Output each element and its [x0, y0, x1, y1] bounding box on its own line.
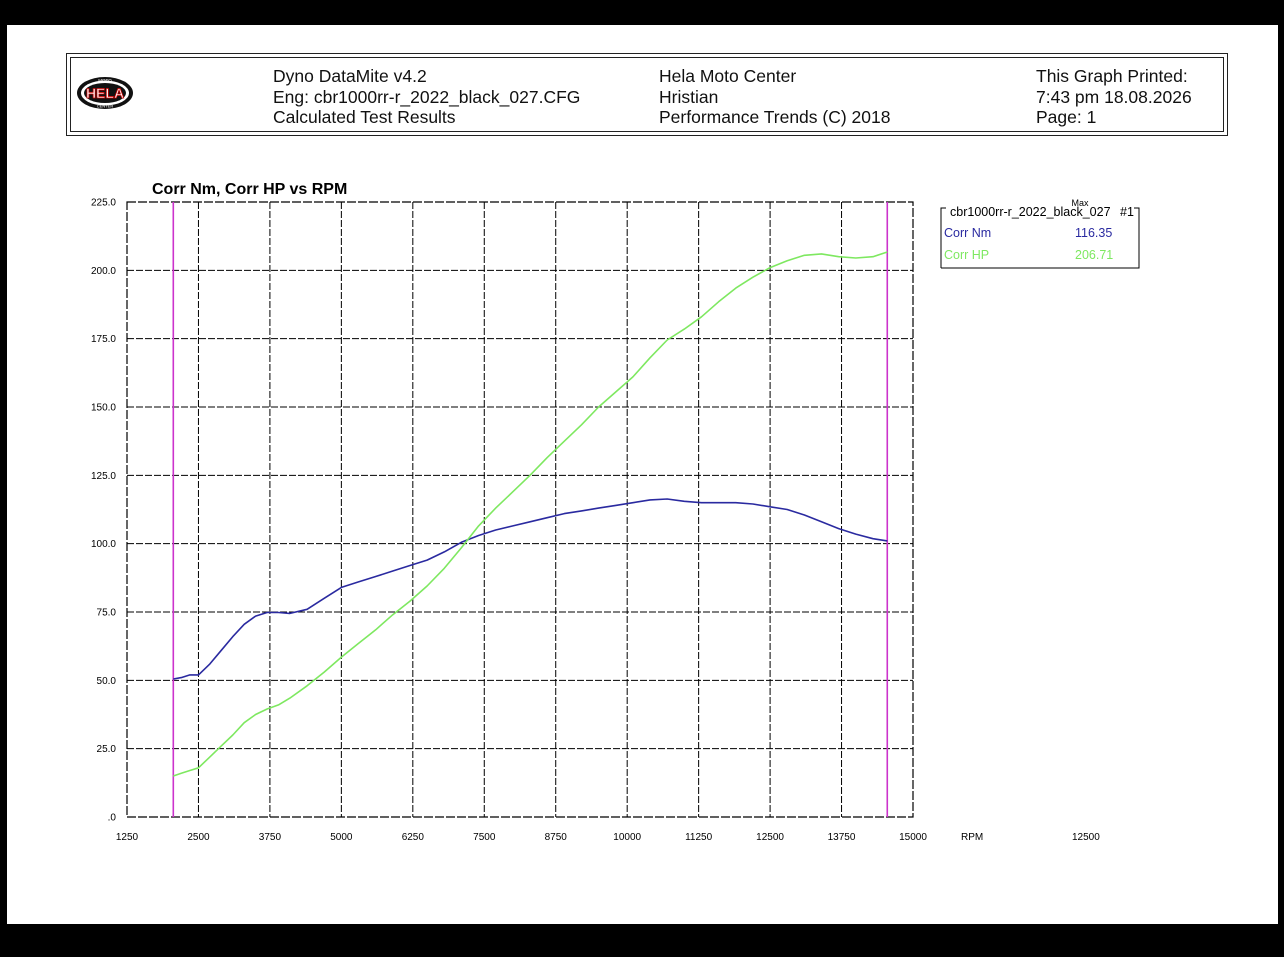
logo-bottom-text: CENTER — [97, 104, 114, 109]
results-type: Calculated Test Results — [273, 107, 456, 127]
legend-background — [941, 208, 1139, 268]
x-tick-label: 2500 — [187, 832, 210, 843]
legend-value-corr-hp: 206.71 — [1075, 248, 1113, 262]
series-line-corr-hp — [173, 251, 888, 777]
copyright: Performance Trends (C) 2018 — [659, 107, 891, 127]
x-tick-label: 6250 — [402, 832, 425, 843]
printed-label: This Graph Printed: — [1036, 66, 1188, 86]
y-tick-label: .0 — [108, 813, 117, 824]
x-tick-label: 3750 — [259, 832, 282, 843]
hela-logo-icon: MOTO HELA CENTER — [77, 77, 133, 109]
report-page — [7, 25, 1278, 924]
y-tick-label: 75.0 — [97, 608, 117, 619]
chart-title: Corr Nm, Corr HP vs RPM — [152, 181, 347, 198]
legend-border-right — [941, 207, 1140, 269]
y-tick-label: 50.0 — [97, 676, 117, 687]
header-print-info: This Graph Printed: 7:43 pm 18.08.2026 P… — [1036, 66, 1192, 128]
y-tick-label: 200.0 — [91, 266, 116, 277]
x-tick-label: 5000 — [330, 832, 353, 843]
header-shop-info: Hela Moto Center Hristian Performance Tr… — [659, 66, 891, 128]
legend-run-number: #1 — [1120, 205, 1134, 219]
logo-top-text: MOTO — [98, 78, 112, 83]
y-tick-label: 225.0 — [91, 198, 116, 209]
report-header-inner-border — [70, 57, 1224, 132]
x-tick-label: 12500 — [756, 832, 784, 843]
header-software-info: Dyno DataMite v4.2 Eng: cbr1000rr-r_2022… — [273, 66, 580, 128]
legend-border-left — [940, 207, 946, 268]
software-name: Dyno DataMite v4.2 — [273, 66, 427, 86]
page-number: Page: 1 — [1036, 107, 1097, 127]
engine-config-file: Eng: cbr1000rr-r_2022_black_027.CFG — [273, 86, 581, 107]
legend-value-corr-nm: 116.35 — [1075, 226, 1112, 240]
x-tick-label: 13750 — [828, 832, 856, 843]
chart-grid — [126, 201, 914, 818]
y-tick-label: 125.0 — [91, 471, 116, 482]
x-tick-label: 11250 — [685, 832, 713, 843]
legend-max-label: Max — [1071, 198, 1089, 208]
chart-marks — [172, 202, 889, 817]
shop-name: Hela Moto Center — [659, 66, 797, 86]
x-tick-label: 8750 — [545, 832, 568, 843]
series-line-corr-nm — [173, 498, 888, 680]
legend-item-corr-nm: Corr Nm — [944, 226, 991, 240]
x-tick-label: 15000 — [899, 832, 927, 843]
plot-border — [126, 201, 914, 818]
x-extra-label: 12500 — [1072, 832, 1100, 843]
x-tick-label: 7500 — [473, 832, 496, 843]
legend-item-corr-hp: Corr HP — [944, 248, 989, 262]
legend: Max cbr1000rr-r_2022_black_027 #1 Corr N… — [940, 198, 1140, 269]
x-axis-label: RPM — [961, 832, 983, 843]
y-tick-label: 25.0 — [97, 744, 117, 755]
report-header — [66, 53, 1228, 136]
x-tick-label: 10000 — [613, 832, 641, 843]
logo-main-text: HELA — [86, 85, 124, 101]
printed-datetime: 7:43 pm 18.08.2026 — [1036, 86, 1192, 107]
y-tick-label: 150.0 — [91, 403, 116, 414]
y-tick-label: 175.0 — [91, 334, 116, 345]
operator-name: Hristian — [659, 86, 719, 107]
legend-file-name: cbr1000rr-r_2022_black_027 — [950, 205, 1111, 219]
chart-ticks: 1250 2500 3750 5000 6250 7500 8750 10000 11250 12… — [91, 198, 927, 844]
x-tick-label: 1250 — [116, 832, 139, 843]
y-tick-label: 100.0 — [91, 539, 116, 550]
